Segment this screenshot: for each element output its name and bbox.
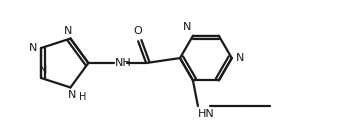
Text: N: N <box>183 22 191 32</box>
Text: N: N <box>68 90 77 100</box>
Text: N: N <box>29 43 38 53</box>
Text: N: N <box>236 53 244 63</box>
Text: N: N <box>64 26 73 36</box>
Text: O: O <box>134 26 143 36</box>
Text: HN: HN <box>198 109 215 119</box>
Text: NH: NH <box>115 58 132 68</box>
Text: H: H <box>80 92 87 102</box>
Text: N: N <box>39 65 48 75</box>
